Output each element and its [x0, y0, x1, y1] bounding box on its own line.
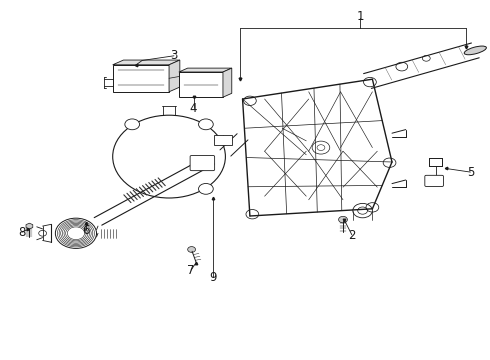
Text: 2: 2: [348, 229, 356, 242]
Circle shape: [188, 247, 196, 252]
Polygon shape: [113, 65, 169, 92]
Ellipse shape: [464, 46, 487, 55]
Polygon shape: [179, 72, 223, 97]
Polygon shape: [26, 223, 33, 229]
FancyBboxPatch shape: [190, 156, 215, 171]
Text: 1: 1: [356, 10, 364, 23]
Text: 8: 8: [18, 226, 26, 239]
Text: 5: 5: [466, 166, 474, 179]
Circle shape: [113, 115, 225, 198]
FancyBboxPatch shape: [425, 175, 443, 186]
Circle shape: [198, 119, 213, 130]
Circle shape: [154, 146, 184, 167]
Text: 6: 6: [82, 224, 90, 237]
Circle shape: [198, 83, 203, 86]
Text: 9: 9: [209, 271, 217, 284]
Circle shape: [339, 216, 347, 223]
Polygon shape: [179, 68, 232, 72]
FancyBboxPatch shape: [214, 135, 232, 145]
Text: 3: 3: [170, 49, 178, 62]
Polygon shape: [223, 68, 232, 97]
Circle shape: [69, 228, 83, 239]
Polygon shape: [113, 60, 180, 65]
Text: 7: 7: [187, 264, 195, 277]
Text: 4: 4: [190, 102, 197, 114]
Polygon shape: [169, 60, 180, 92]
Circle shape: [198, 184, 213, 194]
Circle shape: [55, 218, 97, 248]
Circle shape: [125, 119, 140, 130]
